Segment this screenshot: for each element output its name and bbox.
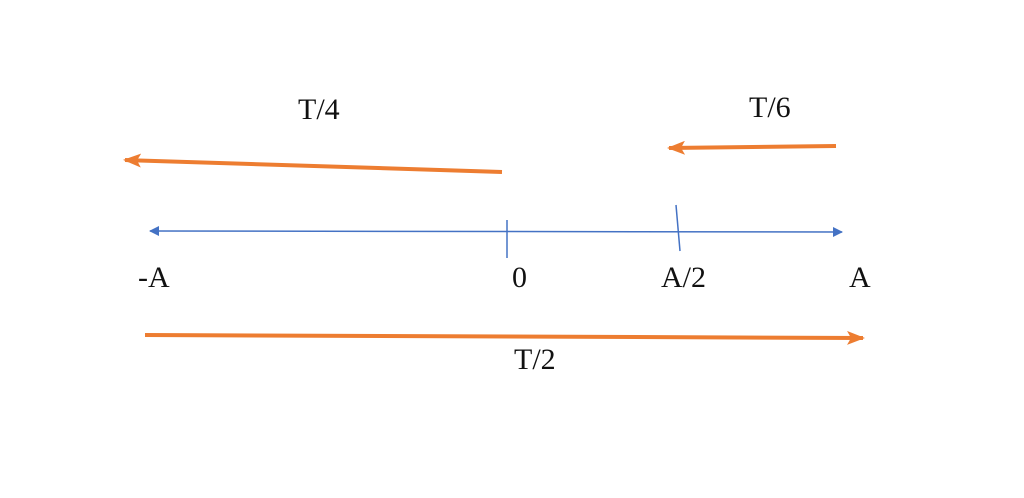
- label-zero: 0: [512, 261, 527, 294]
- label-neg-a: -A: [138, 261, 170, 294]
- label-t4: T/4: [298, 93, 340, 126]
- label-t6: T/6: [749, 91, 791, 124]
- label-half-a: A/2: [661, 261, 706, 294]
- position-axis: [149, 226, 843, 237]
- label-t2: T/2: [514, 343, 556, 376]
- arrow-t2: [144, 330, 865, 345]
- tick-half-a: [675, 204, 681, 252]
- arrow-t4: [123, 153, 503, 174]
- label-a: A: [849, 261, 871, 294]
- arrow-t6: [667, 140, 837, 155]
